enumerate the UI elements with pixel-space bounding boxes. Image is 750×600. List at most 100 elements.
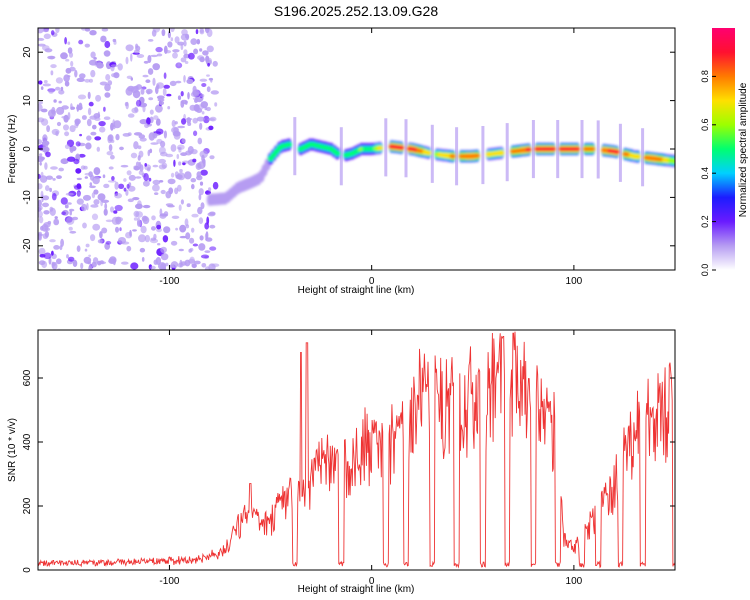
noise-blob [133,217,138,221]
noise-blob [64,80,70,87]
noise-blob [38,199,42,207]
noise-blob [68,52,74,58]
noise-blob [127,185,136,192]
noise-blob [191,213,199,218]
noise-blob [55,130,59,137]
noise-blob [64,131,70,137]
noise-blob [47,55,56,60]
noise-blob [88,171,93,178]
ridge-cell [634,154,641,159]
noise-blob [119,146,124,151]
noise-blob [145,79,151,83]
colorbar-tick-label: 0.0 [700,264,710,277]
noise-blob [181,138,186,143]
noise-blob [200,169,208,176]
noise-blob [139,247,146,253]
noise-blob [123,187,127,192]
noise-blob [104,92,111,98]
noise-blob [155,118,161,126]
noise-blob [84,248,88,252]
noise-blob [42,195,50,201]
snr-panel: -100 0 100 0 200 400 600 Height of straight li… [7,329,676,595]
noise-blob [65,192,74,196]
noise-blob [86,118,92,127]
y-tick-label: -10 [22,190,33,205]
x-tick-label: -100 [159,576,179,587]
snr-axes: -100 0 100 0 200 400 600 [22,330,675,587]
noise-blob [178,248,184,252]
noise-blob [48,90,54,94]
noise-blob [199,78,208,82]
noise-blob [85,142,92,150]
noise-blob [142,204,151,209]
noise-blob [100,38,105,42]
colorbar-gradient [712,28,735,270]
noise-blob [92,176,100,185]
ridge-cell [270,152,277,158]
noise-blob [146,117,151,125]
noise-blob [177,184,182,192]
y-tick-label: 600 [22,369,33,386]
noise-blob [38,216,44,224]
noise-blob [40,86,44,90]
noise-blob [148,97,154,101]
noise-blob [50,30,55,36]
noise-blob [120,164,129,168]
noise-blob [194,98,198,103]
noise-blob [115,133,120,141]
noise-blob [171,126,180,134]
noise-blob [147,55,152,63]
x-tick-label: -100 [159,276,179,287]
noise-blob [208,263,216,270]
noise-blob [173,131,181,140]
noise-blob [84,78,91,83]
noise-blob [106,151,114,156]
noise-blob [38,247,46,256]
noise-blob [125,56,129,65]
noise-blob [163,130,167,139]
noise-blob [143,60,149,64]
noise-blob [177,262,184,268]
noise-blob [190,38,198,45]
noise-blob [167,178,176,185]
noise-blob [125,189,129,196]
noise-blob [150,265,156,270]
noise-blob [113,72,120,79]
ridge-cell [588,146,596,152]
noise-blob [144,234,151,243]
ridge-cell [376,145,383,151]
noise-blob [75,119,80,127]
noise-blob [99,126,106,133]
colorbar-label: Normalized spectral amplitude [738,82,749,217]
noise-blob [87,91,91,100]
noise-blob [55,28,60,34]
noise-blob [201,83,207,87]
noise-blob [193,260,201,265]
noise-blob [185,224,190,229]
noise-blob [207,62,211,67]
noise-blob [93,113,101,119]
noise-blob [158,262,167,270]
noise-blob [135,99,142,107]
noise-blob [93,167,101,176]
ridge-cell [549,146,556,152]
noise-blob [56,121,62,127]
noise-blob [59,245,63,251]
noise-blob [65,58,70,62]
noise-blob [173,159,176,167]
noise-blob [98,121,106,127]
noise-blob [133,165,137,170]
noise-blob [40,108,48,113]
noise-blob [158,164,167,170]
noise-blob [160,246,168,254]
noise-blob [90,131,97,136]
ridge-streak [596,120,600,179]
noise-blob [155,46,163,53]
noise-blob [193,130,198,137]
noise-blob [60,158,69,165]
noise-blob [111,176,115,181]
noise-blob [38,80,43,85]
noise-blob [38,139,43,145]
noise-blob [74,69,78,78]
